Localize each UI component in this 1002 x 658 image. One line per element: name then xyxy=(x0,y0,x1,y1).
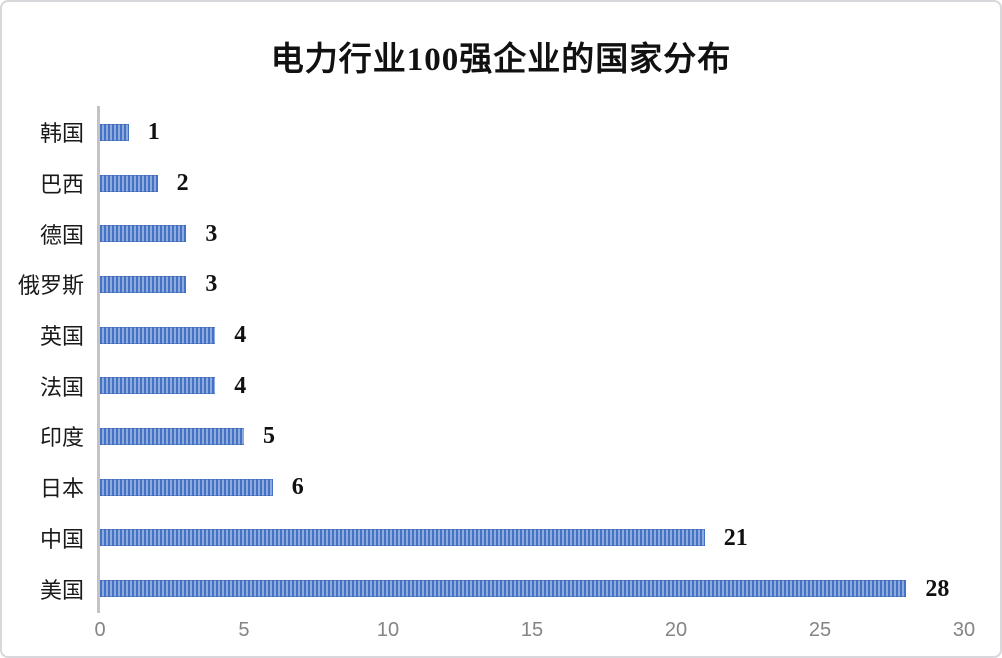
bar-row: 韩国 1 xyxy=(40,107,964,158)
x-tick-label: 10 xyxy=(376,619,400,641)
bar-row: 日本 6 xyxy=(40,462,964,513)
bar-row: 巴西 2 xyxy=(40,158,964,209)
x-tick-label: 30 xyxy=(952,619,976,641)
bar xyxy=(100,580,907,598)
x-tick-label: 5 xyxy=(238,619,250,641)
category-label: 韩国 xyxy=(39,121,84,147)
category-label: 德国 xyxy=(39,222,84,248)
bar xyxy=(100,377,216,395)
bar xyxy=(100,427,244,445)
bar-row: 印度 5 xyxy=(40,411,964,462)
bar xyxy=(100,478,273,496)
category-label: 法国 xyxy=(39,374,84,400)
x-tick-label: 15 xyxy=(520,619,544,641)
x-axis: 0 5 10 15 20 25 30 xyxy=(94,619,975,645)
category-label: 美国 xyxy=(39,577,84,603)
bar xyxy=(100,123,129,141)
x-tick-label: 0 xyxy=(94,619,106,641)
x-tick-label: 25 xyxy=(808,619,832,641)
bar-row: 美国 28 xyxy=(40,563,964,614)
value-label: 4 xyxy=(234,372,247,399)
value-label: 6 xyxy=(291,474,304,501)
value-label: 5 xyxy=(262,423,275,450)
chart-title: 电力行业100强企业的国家分布 xyxy=(270,42,732,78)
x-tick-label: 20 xyxy=(664,619,688,641)
value-label: 3 xyxy=(205,220,218,247)
category-label: 日本 xyxy=(39,476,84,502)
bar xyxy=(100,174,158,192)
bar-row: 法国 4 xyxy=(40,360,964,411)
category-label: 巴西 xyxy=(39,172,84,198)
bar xyxy=(100,326,216,344)
category-label: 中国 xyxy=(39,526,84,552)
value-label: 2 xyxy=(176,170,189,197)
bar-row: 英国 4 xyxy=(40,310,964,361)
category-label: 俄罗斯 xyxy=(17,273,84,299)
value-label: 4 xyxy=(234,322,247,349)
bar xyxy=(100,225,187,243)
y-axis-line xyxy=(97,106,100,613)
bar-row: 中国 21 xyxy=(40,513,964,564)
plot-area: 韩国 1 巴西 2 德国 3 俄罗斯 3 英国 4 法国 4 印度 5 日本 6 xyxy=(18,106,964,614)
value-label: 21 xyxy=(723,524,748,551)
value-label: 1 xyxy=(147,119,160,146)
category-label: 英国 xyxy=(39,324,84,350)
bar-rows: 韩国 1 巴西 2 德国 3 俄罗斯 3 英国 4 法国 4 印度 5 日本 6 xyxy=(18,107,964,614)
value-label: 28 xyxy=(925,575,950,602)
bar xyxy=(100,275,187,293)
value-label: 3 xyxy=(205,271,218,298)
bar-row: 俄罗斯 3 xyxy=(18,259,964,310)
bar xyxy=(100,529,705,547)
bar-row: 德国 3 xyxy=(40,208,964,259)
category-label: 印度 xyxy=(39,425,84,451)
